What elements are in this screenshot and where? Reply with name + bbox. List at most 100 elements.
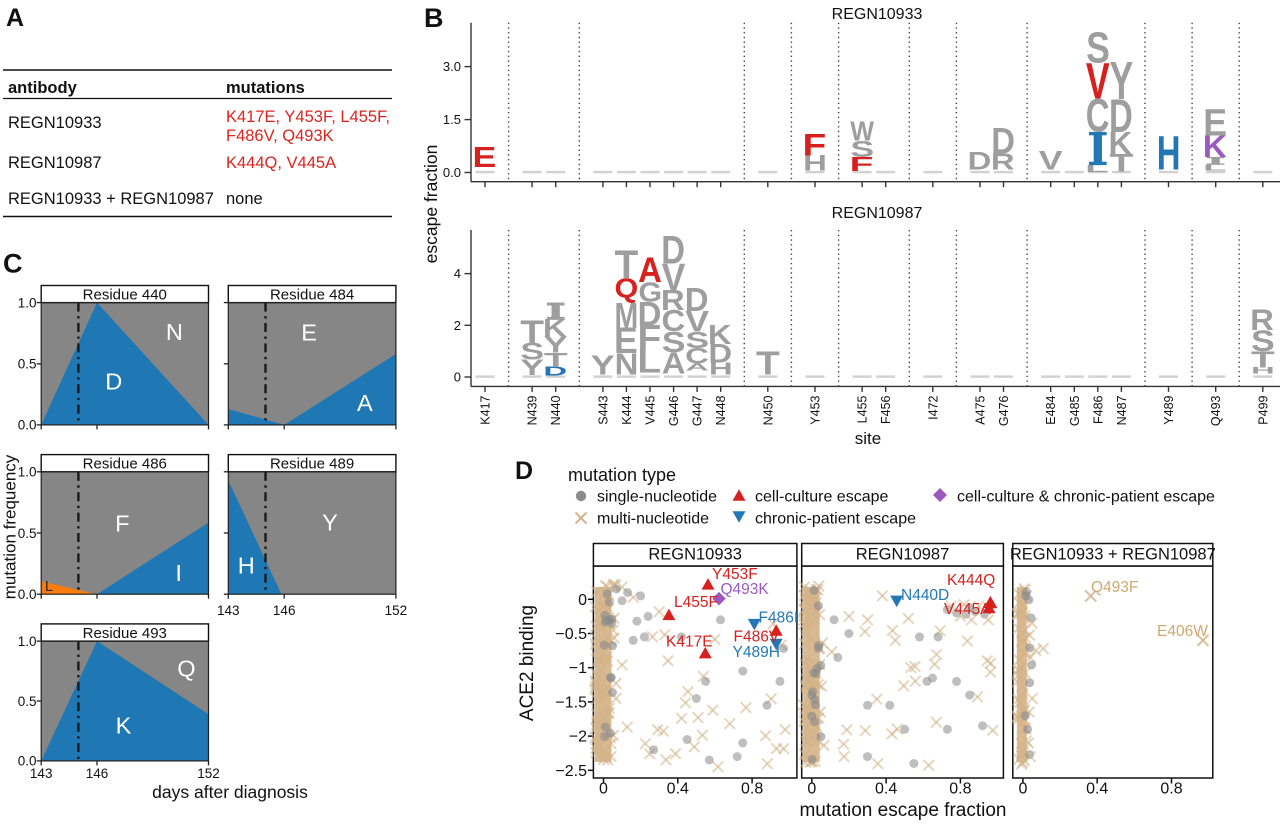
svg-text:L455: L455 [856, 395, 870, 423]
svg-text:Residue 493: Residue 493 [83, 625, 167, 642]
svg-text:E484: E484 [1044, 395, 1058, 424]
svg-text:0.4: 0.4 [667, 781, 689, 798]
svg-text:3.0: 3.0 [443, 59, 461, 74]
svg-text:F486: F486 [1091, 395, 1105, 424]
svg-text:0.5: 0.5 [18, 357, 37, 372]
svg-text:REGN10987: REGN10987 [856, 546, 950, 564]
svg-text:0: 0 [807, 781, 816, 798]
svg-text:T: T [1251, 346, 1275, 372]
svg-text:escape fraction: escape fraction [421, 145, 441, 264]
svg-text:0.5: 0.5 [18, 694, 37, 709]
svg-text:143: 143 [217, 603, 240, 618]
svg-text:D: D [708, 339, 732, 369]
svg-text:K444: K444 [620, 395, 634, 424]
svg-text:N448: N448 [714, 395, 728, 425]
svg-text:antibody: antibody [8, 79, 78, 97]
svg-text:F: F [115, 510, 129, 536]
svg-text:F: F [803, 128, 827, 163]
svg-text:−1.5: −1.5 [555, 694, 587, 711]
svg-text:0.0: 0.0 [18, 418, 37, 433]
svg-text:V: V [685, 304, 709, 337]
svg-text:E: E [473, 141, 497, 173]
svg-text:G447: G447 [691, 395, 705, 426]
svg-text:mutation frequency: mutation frequency [1, 454, 20, 599]
svg-text:E406W: E406W [1157, 623, 1208, 640]
svg-text:site: site [855, 429, 881, 448]
svg-text:V445A: V445A [944, 601, 991, 618]
svg-text:0.8: 0.8 [1160, 781, 1182, 798]
svg-text:D: D [968, 149, 992, 176]
svg-text:D: D [105, 368, 122, 394]
svg-text:0: 0 [578, 592, 587, 609]
svg-text:N439: N439 [526, 395, 540, 425]
svg-text:R: R [1250, 304, 1274, 337]
svg-text:K: K [1203, 129, 1227, 164]
svg-text:S: S [1251, 324, 1275, 358]
svg-text:H: H [709, 359, 733, 379]
svg-text:F486V, Q493K: F486V, Q493K [226, 127, 334, 145]
svg-text:Residue 440: Residue 440 [83, 286, 167, 303]
svg-text:T: T [756, 344, 780, 382]
svg-text:B: B [424, 3, 444, 33]
svg-text:Residue 489: Residue 489 [270, 456, 354, 473]
svg-text:−2: −2 [569, 729, 587, 746]
svg-text:REGN10933: REGN10933 [648, 546, 742, 564]
svg-text:E: E [614, 320, 638, 362]
svg-text:−1: −1 [569, 660, 587, 677]
svg-text:0.0: 0.0 [443, 165, 461, 180]
svg-text:H: H [1157, 125, 1181, 180]
svg-text:C: C [3, 249, 23, 279]
svg-text:V445: V445 [644, 395, 658, 424]
svg-text:F: F [638, 317, 662, 357]
svg-text:1.5: 1.5 [443, 112, 461, 127]
svg-text:0: 0 [1018, 781, 1027, 798]
svg-text:D: D [661, 228, 685, 273]
svg-text:Q493F: Q493F [1091, 579, 1138, 596]
svg-text:F486I: F486I [759, 610, 799, 627]
svg-text:F: F [850, 153, 874, 176]
svg-text:Y453: Y453 [809, 395, 823, 424]
svg-text:S: S [662, 326, 686, 358]
svg-text:1.0: 1.0 [18, 295, 37, 310]
svg-text:K417: K417 [479, 395, 493, 424]
svg-text:146: 146 [86, 766, 109, 781]
svg-text:A: A [357, 390, 373, 416]
svg-text:0: 0 [454, 370, 461, 385]
svg-text:1.0: 1.0 [18, 465, 37, 480]
svg-text:Y: Y [1109, 51, 1133, 111]
svg-text:D: D [685, 282, 709, 319]
svg-text:T: T [1110, 150, 1134, 177]
svg-text:mutations: mutations [226, 79, 305, 97]
svg-text:A: A [662, 345, 686, 380]
svg-text:A475: A475 [974, 395, 988, 424]
svg-text:none: none [226, 190, 263, 208]
svg-text:N450: N450 [761, 395, 775, 425]
svg-text:K: K [543, 316, 567, 343]
svg-text:D: D [515, 457, 533, 485]
svg-text:N440: N440 [549, 395, 563, 425]
svg-text:A: A [685, 362, 709, 373]
svg-text:L: L [45, 578, 53, 595]
svg-text:S: S [520, 338, 544, 365]
svg-text:0.4: 0.4 [1086, 781, 1108, 798]
svg-text:mutation escape fraction: mutation escape fraction [799, 800, 1006, 821]
svg-text:S: S [685, 328, 709, 354]
svg-text:single-nucleotide: single-nucleotide [597, 489, 717, 506]
svg-text:cell-culture & chronic-patient: cell-culture & chronic-patient escape [957, 489, 1215, 506]
svg-text:K444Q: K444Q [947, 572, 995, 589]
svg-text:L: L [1203, 163, 1227, 172]
svg-text:V: V [1039, 146, 1063, 176]
svg-text:H: H [1251, 366, 1275, 376]
svg-text:143: 143 [30, 766, 53, 781]
svg-text:ACE2 binding: ACE2 binding [517, 605, 538, 721]
svg-text:chronic-patient escape: chronic-patient escape [755, 511, 916, 528]
svg-text:F486V: F486V [734, 628, 780, 645]
svg-text:Y: Y [544, 333, 568, 358]
svg-text:2: 2 [454, 318, 461, 333]
svg-text:N440D: N440D [901, 587, 949, 604]
svg-text:Q493: Q493 [1209, 395, 1223, 426]
svg-text:E: E [1203, 101, 1227, 143]
svg-text:C: C [1086, 88, 1110, 141]
svg-text:0: 0 [599, 781, 608, 798]
svg-text:0.5: 0.5 [18, 526, 37, 541]
